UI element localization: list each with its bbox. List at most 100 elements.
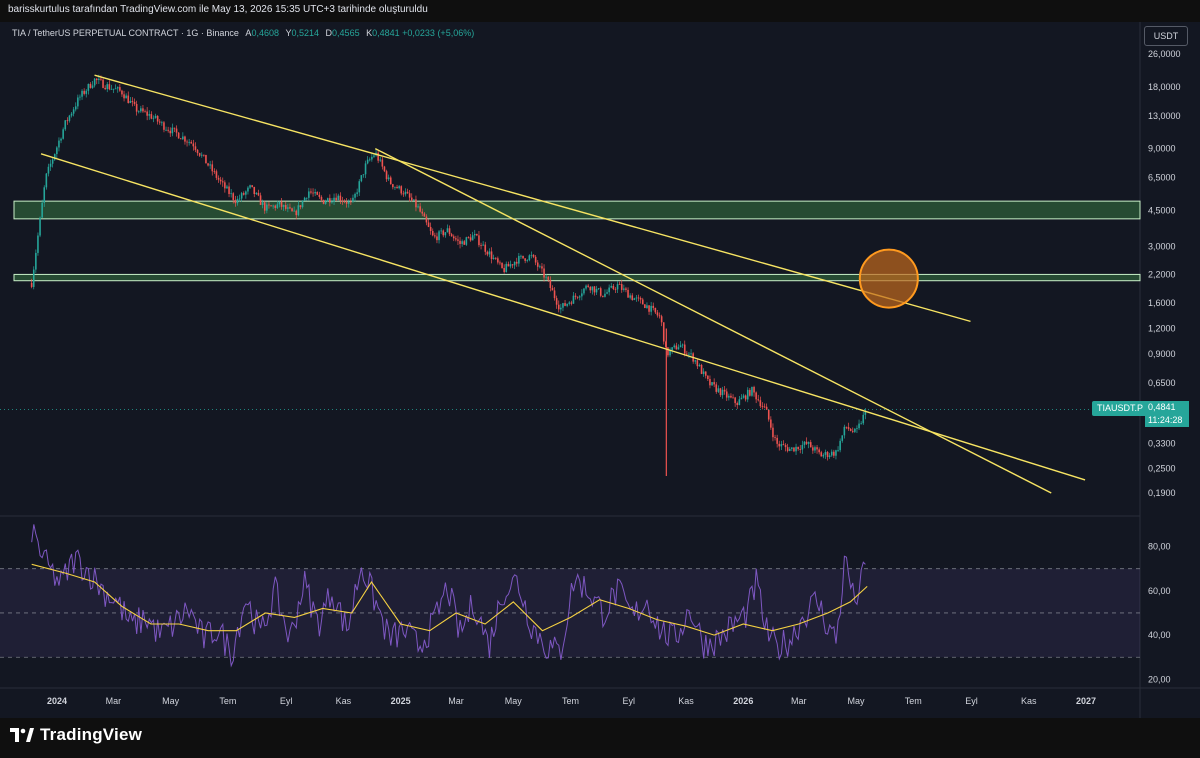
candle-body: [194, 146, 197, 150]
candle-body: [129, 100, 132, 104]
candle-body: [696, 360, 699, 367]
candle-body: [555, 298, 558, 305]
candle-body: [350, 201, 352, 203]
candle-body: [360, 175, 363, 182]
candle-body: [452, 236, 455, 239]
candle-body: [58, 140, 60, 148]
candle-body: [704, 371, 707, 376]
tradingview-brand[interactable]: TradingView: [10, 725, 142, 745]
candle-body: [826, 452, 829, 457]
upper-resistance-trendline[interactable]: [94, 74, 971, 323]
candle-body: [820, 452, 823, 457]
candle-body: [599, 288, 602, 296]
candle-body: [125, 95, 127, 99]
candle-body: [761, 406, 764, 407]
candle-body: [266, 204, 268, 211]
candles: [0, 74, 1140, 476]
candle-body: [320, 196, 323, 200]
candle-body: [291, 208, 293, 212]
candle-body: [503, 268, 505, 273]
candle-body: [261, 202, 264, 205]
grid: [0, 22, 1200, 718]
candle-body: [786, 447, 789, 452]
time-tick-label: Tem: [905, 696, 922, 706]
candle-body: [828, 455, 831, 457]
candle-body: [749, 389, 751, 396]
time-tick-label: Mar: [448, 696, 464, 706]
candle-body: [371, 156, 373, 160]
rsi-tick-label: 80,00: [1148, 542, 1171, 552]
candle-body: [566, 303, 568, 306]
candle-body: [400, 186, 403, 194]
candle-body: [522, 255, 524, 259]
descending-resistance-trendline[interactable]: [374, 148, 1052, 494]
candle-body: [862, 414, 865, 424]
time-tick-label: May: [162, 696, 180, 706]
candle-body: [60, 138, 62, 141]
trendlines[interactable]: [40, 74, 1086, 494]
candle-body: [79, 96, 81, 98]
candle-body: [150, 114, 153, 119]
candle-body: [247, 187, 249, 192]
candle-body: [280, 201, 283, 207]
candle-body: [221, 181, 224, 183]
candle-body: [694, 360, 697, 362]
chart-canvas[interactable]: 26,0000 18,0000 13,0000 9,0000 6,5000 4,5000 3…: [0, 22, 1200, 718]
time-tick-label: Eyl: [280, 696, 293, 706]
candle-body: [108, 84, 111, 90]
channel-support-trendline[interactable]: [40, 153, 1086, 481]
low-label: D: [325, 28, 333, 38]
time-tick-label: 2027: [1076, 696, 1096, 706]
candle-body: [383, 166, 386, 172]
candle-body: [795, 446, 797, 452]
candle-body: [543, 268, 545, 278]
candle-body: [515, 261, 518, 264]
candle-body: [520, 255, 522, 257]
candle-body: [612, 285, 615, 289]
candle-body: [87, 83, 90, 91]
candle-body: [175, 128, 178, 133]
candle-body: [404, 191, 407, 195]
time-tick-label: Kas: [678, 696, 694, 706]
price-tick-label: 0,2500: [1148, 464, 1176, 474]
candle-body: [402, 193, 405, 195]
candle-body: [509, 264, 512, 267]
candle-body: [329, 198, 331, 203]
candle-body: [230, 193, 232, 195]
attribution-bar: barisskurtulus tarafından TradingView.co…: [0, 0, 1200, 22]
candle-body: [394, 186, 396, 188]
candle-body: [679, 345, 682, 348]
price-tick-label: 3,0000: [1148, 242, 1176, 252]
candle-body: [759, 400, 762, 407]
rsi-tick-label: 20,00: [1148, 674, 1171, 684]
rsi-tick-label: 40,00: [1148, 630, 1171, 640]
candle-body: [322, 199, 325, 204]
candle-body: [652, 305, 655, 308]
candle-body: [667, 347, 669, 356]
currency-button[interactable]: USDT: [1144, 26, 1188, 46]
candle-body: [226, 186, 228, 189]
candle-body: [270, 205, 272, 207]
candle-body: [49, 163, 52, 167]
candle-body: [494, 257, 497, 259]
candle-body: [339, 195, 342, 201]
candle-body: [215, 171, 218, 178]
candle-body: [589, 286, 592, 291]
open-value: 0,4608: [251, 28, 279, 38]
time-tick-label: May: [847, 696, 865, 706]
candle-body: [438, 231, 440, 241]
candle-body: [314, 192, 316, 194]
candle-body: [782, 444, 785, 445]
candle-body: [446, 228, 449, 233]
candle-body: [116, 87, 119, 89]
price-tick-label: 4,5000: [1148, 206, 1176, 216]
candle-body: [841, 435, 844, 441]
price-tick-label: 13,0000: [1148, 111, 1181, 121]
candle-body: [429, 226, 432, 231]
candle-body: [845, 426, 848, 428]
candle-body: [803, 441, 806, 445]
target-circle: [858, 248, 919, 309]
candle-body: [408, 193, 411, 198]
candle-body: [240, 193, 243, 199]
candle-body: [469, 237, 472, 241]
